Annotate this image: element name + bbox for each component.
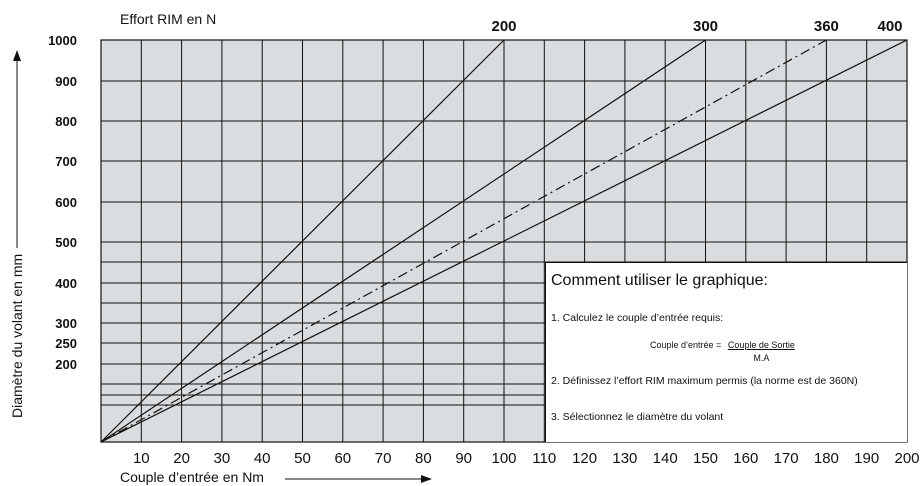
step-2: 2. Définissez l’effort RIM maximum permi… [551, 375, 858, 387]
series-label-200: 200 [491, 18, 516, 35]
formula-lhs: Couple d’entrée = [650, 340, 722, 350]
formula-fraction: Couple de Sortie M.A [728, 340, 795, 363]
x-tick-label: 40 [254, 450, 271, 467]
x-axis-label: Couple d’entrée en Nm [120, 469, 264, 485]
y-tick-label: 500 [55, 235, 77, 250]
x-tick-label: 110 [532, 450, 556, 467]
formula-numerator: Couple de Sortie [727, 340, 795, 350]
x-tick-label: 20 [173, 450, 190, 467]
x-tick-label: 100 [491, 450, 516, 467]
x-tick-label: 50 [294, 450, 311, 467]
y-tick-label: 800 [55, 114, 77, 129]
x-tick-label: 30 [214, 450, 231, 467]
y-tick-label: 900 [55, 74, 77, 89]
x-tick-label: 130 [612, 450, 637, 467]
x-tick-label: 170 [774, 450, 799, 467]
y-axis-arrow [13, 50, 21, 248]
series-label-300: 300 [693, 18, 718, 35]
step-1: 1. Calculez le couple d’entrée requis: [551, 312, 724, 324]
step-3: 3. Sélectionnez le diamètre du volant [551, 411, 724, 423]
series-line-200 [100, 39, 505, 443]
x-tick-label: 10 [133, 450, 150, 467]
series-label-400: 400 [877, 18, 902, 35]
y-tick-label: 400 [55, 276, 77, 291]
y-tick-label: 600 [55, 195, 77, 210]
y-tick-label: 700 [55, 154, 77, 169]
series-line-400 [100, 39, 908, 443]
x-tick-label: 180 [814, 450, 839, 467]
chart-title: Effort RIM en N [120, 11, 216, 27]
x-tick-label: 70 [375, 450, 392, 467]
x-tick-label: 80 [415, 450, 432, 467]
x-tick-label: 190 [854, 450, 879, 467]
y-tick-label: 300 [55, 316, 77, 331]
y-tick-label: 250 [55, 336, 77, 351]
series-label-360: 360 [814, 18, 839, 35]
formula-denominator: M.A [753, 353, 770, 363]
y-tick-label: 1000 [48, 33, 77, 48]
series-line-300 [100, 39, 706, 443]
x-tick-label: 150 [693, 450, 718, 467]
panel-title: Comment utiliser le graphique: [551, 272, 768, 289]
y-tick-labels: 1000 900 800 700 600 500 400 300 250 200 [48, 33, 77, 372]
series-labels: 200 300 360 400 [491, 18, 902, 35]
x-tick-label: 120 [572, 450, 597, 467]
y-tick-label: 200 [55, 357, 77, 372]
x-tick-label: 160 [733, 450, 758, 467]
formula: Couple d’entrée = Couple de Sortie M.A [650, 340, 795, 363]
x-axis-arrow [285, 475, 432, 483]
series-line-360 [100, 39, 827, 443]
instructions-panel: Comment utiliser le graphique: 1. Calcul… [545, 262, 907, 442]
x-tick-label: 60 [334, 450, 351, 467]
x-tick-label: 140 [653, 450, 678, 467]
y-axis-label: Diamètre du volant en mm [9, 254, 25, 418]
x-tick-label: 200 [894, 450, 919, 467]
x-tick-labels: 10 20 30 40 50 60 70 80 90 100 110 120 130 140 150 160 1… [133, 450, 920, 467]
series-lines [100, 39, 908, 443]
x-tick-label: 90 [455, 450, 472, 467]
